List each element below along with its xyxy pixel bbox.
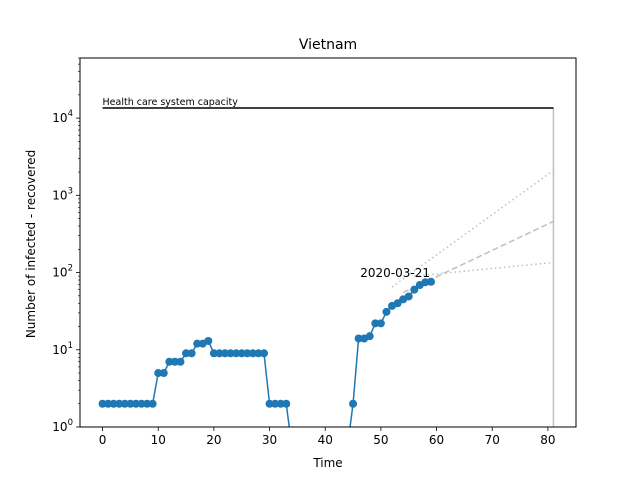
data-point [98,399,107,408]
x-axis-label: Time [312,456,342,470]
data-point [365,332,374,341]
axes-frame [79,57,577,428]
data-point [265,399,274,408]
y-tick-exponent: 1 [68,341,73,351]
data-point [126,399,135,408]
data-point [354,334,363,343]
projection-line-1 [391,169,554,288]
x-tick-label: 60 [429,433,444,447]
data-point [248,349,257,358]
data-point [393,299,402,308]
data-point [154,369,163,378]
data-point [404,292,413,301]
data-point [159,369,168,378]
data-point [137,399,146,408]
data-point [215,349,224,358]
data-point [187,349,196,358]
y-tick-base: 10 [52,111,67,125]
y-tick-exponent: 4 [68,109,73,119]
data-point [382,307,391,316]
data-point [170,357,179,366]
y-tick-label: 103 [52,186,73,202]
data-point [282,399,291,408]
data-point [221,349,230,358]
y-tick-base: 10 [52,343,67,357]
x-tick-label: 50 [373,433,388,447]
data-point [426,277,435,286]
data-point [193,339,202,348]
date-annotation: 2020-03-21 [360,266,430,280]
data-point [254,349,263,358]
data-point [120,399,129,408]
y-axis-label: Number of infected - recovered [24,150,38,338]
x-tick-label: 10 [151,433,166,447]
x-tick-label: 0 [99,433,107,447]
capacity-label: Health care system capacity [103,97,239,108]
y-tick-exponent: 3 [68,186,73,196]
data-point [131,399,140,408]
data-point [237,349,246,358]
chart-title: Vietnam [299,37,357,53]
y-tick-label: 102 [52,264,73,280]
data-point [226,349,235,358]
data-point [148,399,157,408]
data-point [376,319,385,328]
data-point [243,349,252,358]
data-point [232,349,241,358]
x-tick-label: 30 [262,433,277,447]
x-tick-label: 40 [318,433,333,447]
data-point [410,285,419,294]
x-tick-label: 70 [485,433,500,447]
projection-line-3 [414,261,554,277]
axes-border [79,57,577,428]
y-tick-label: 101 [52,341,73,357]
y-tick-base: 10 [52,420,67,434]
data-point [271,399,280,408]
y-tick-label: 100 [52,418,73,434]
y-tick-exponent: 0 [68,418,73,428]
data-point [176,357,185,366]
data-point [259,349,268,358]
x-tick-label: 80 [540,433,555,447]
data-point [109,399,118,408]
x-tick-label: 20 [206,433,221,447]
data-point [204,336,213,345]
plot-area [98,107,555,427]
data-point [349,399,358,408]
y-tick-base: 10 [52,188,67,202]
data-point [209,349,218,358]
data-point [371,319,380,328]
data-point [276,399,285,408]
data-point [104,399,113,408]
data-point [115,399,124,408]
data-point [143,399,152,408]
y-tick-base: 10 [52,266,67,280]
data-point [165,357,174,366]
y-tick-exponent: 2 [68,264,73,274]
y-tick-label: 104 [52,109,73,125]
data-point [182,349,191,358]
